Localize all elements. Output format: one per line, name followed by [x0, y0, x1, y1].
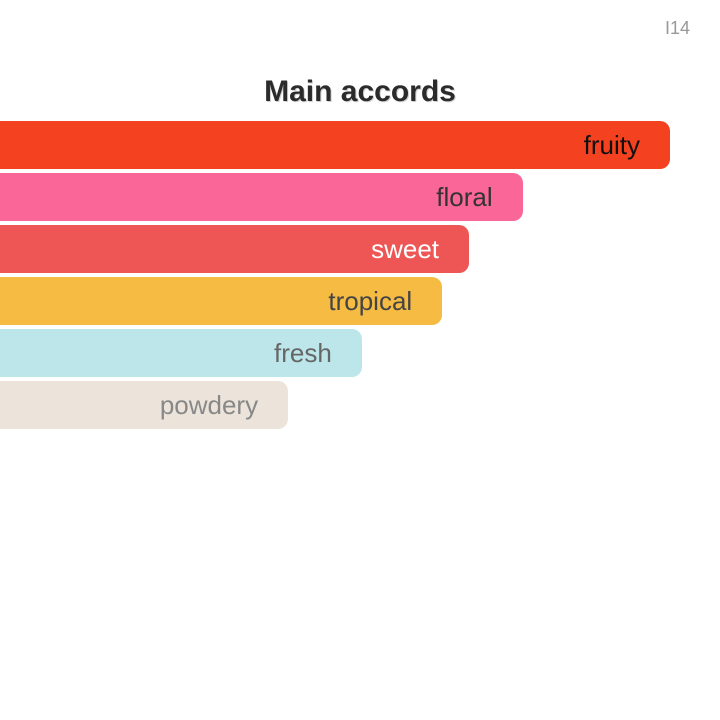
accord-bar: tropical [0, 277, 442, 325]
accord-bar-label: fruity [584, 130, 640, 161]
accord-bar-label: powdery [160, 390, 258, 421]
accord-bar: powdery [0, 381, 288, 429]
accord-bar-label: sweet [371, 234, 439, 265]
corner-label: I14 [665, 18, 690, 39]
accord-bar: fruity [0, 121, 670, 169]
accord-bar: floral [0, 173, 523, 221]
accords-chart: Main accords fruityfloralsweettropicalfr… [0, 75, 720, 433]
accord-bar-label: fresh [274, 338, 332, 369]
accord-bar: fresh [0, 329, 362, 377]
chart-title: Main accords [0, 75, 720, 109]
bars-container: fruity floral sweet tropical fresh powdery [0, 121, 720, 433]
accord-bar-label: tropical [328, 286, 412, 317]
accord-bar-label: floral [436, 182, 492, 213]
accord-bar: sweet [0, 225, 469, 273]
